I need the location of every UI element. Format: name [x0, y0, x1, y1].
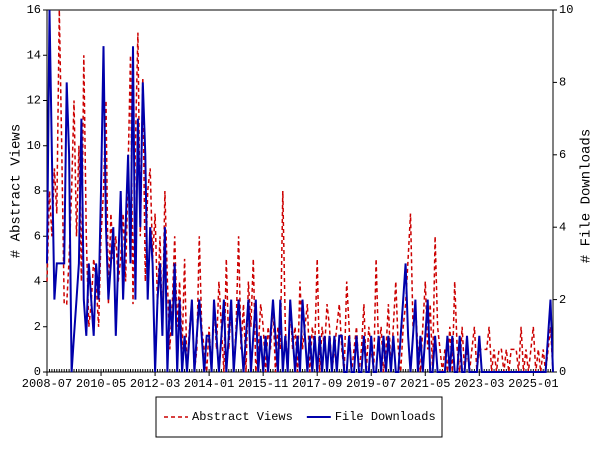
y-axis-label: # Abstract Views: [9, 124, 25, 258]
y2-tick-label: 0: [559, 365, 566, 379]
series-line: [46, 9, 554, 373]
y-tick-label: 16: [27, 3, 41, 17]
y-tick-label: 4: [34, 275, 41, 289]
y-tick-label: 8: [34, 184, 41, 198]
x-tick-label: 2010-05: [76, 377, 126, 391]
y2-tick-label: 10: [559, 3, 573, 17]
x-tick-label: 2025-01: [508, 377, 558, 391]
y-tick-label: 14: [27, 48, 41, 62]
x-tick-label: 2008-07: [22, 377, 72, 391]
x-tick-label: 2017-09: [292, 377, 342, 391]
legend-box: [155, 396, 443, 438]
legend-label: File Downloads: [335, 410, 436, 424]
y-tick-label: 6: [34, 229, 41, 243]
x-tick-label: 2019-07: [346, 377, 396, 391]
x-tick-label: 2015-11: [238, 377, 288, 391]
y2-tick-label: 6: [559, 148, 566, 162]
y-tick-label: 2: [34, 320, 41, 334]
y2-tick-label: 8: [559, 76, 566, 90]
y2-tick-label: 4: [559, 220, 566, 234]
x-tick-label: 2021-05: [400, 377, 450, 391]
y2-tick-label: 2: [559, 293, 566, 307]
x-tick-label: 2012-03: [130, 377, 180, 391]
y-tick-label: 0: [34, 365, 41, 379]
legend-label: Abstract Views: [192, 410, 293, 424]
y2-axis-label: # File Downloads: [579, 129, 595, 263]
y-tick-label: 10: [27, 139, 41, 153]
y-tick-label: 12: [27, 94, 41, 108]
series-line: [46, 9, 554, 373]
x-tick-label: 2014-01: [184, 377, 234, 391]
x-tick-label: 2023-03: [454, 377, 504, 391]
